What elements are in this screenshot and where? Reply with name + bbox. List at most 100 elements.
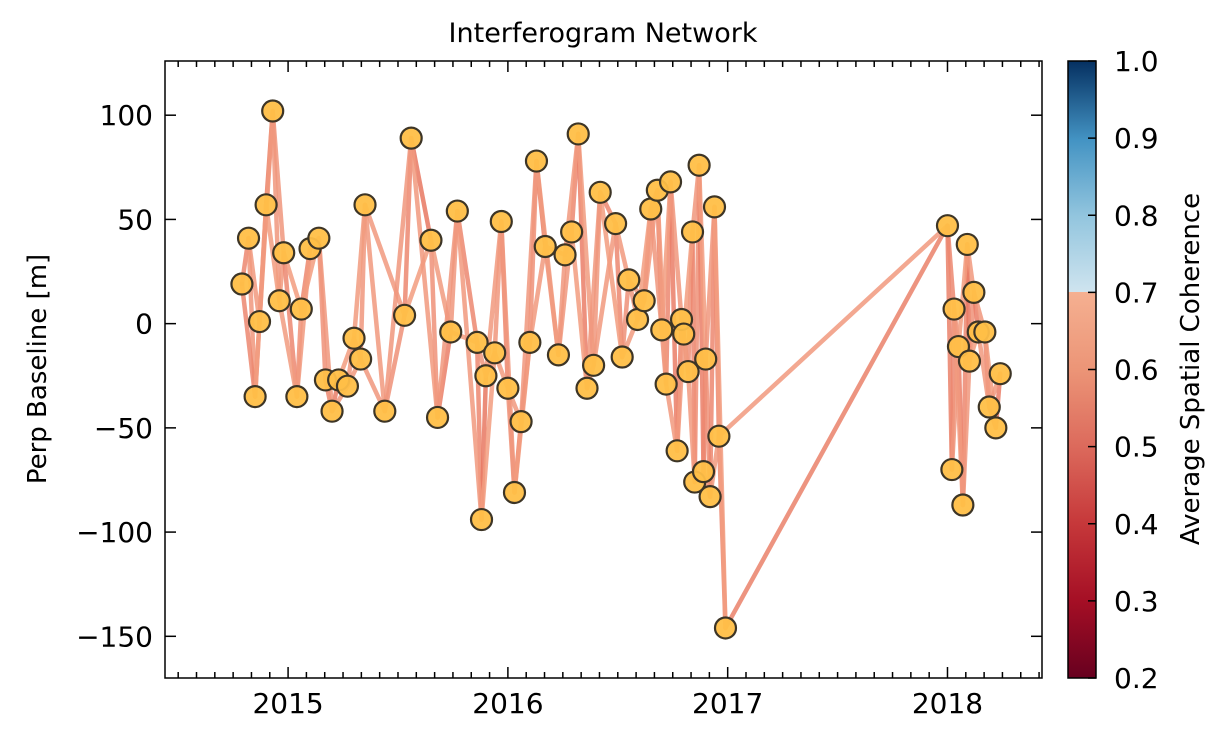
acquisition-point [566, 122, 590, 146]
colorbar-tick-label: 0.5 [1114, 431, 1159, 464]
pair-line [591, 221, 618, 368]
acquisition-point [546, 343, 571, 367]
pair-line [239, 281, 258, 399]
y-tick-label: 0 [135, 308, 153, 341]
colorbar-tick-label: 0.8 [1114, 199, 1159, 232]
y-tick-label: 100 [100, 99, 153, 132]
acquisition-point [474, 364, 498, 388]
acquisition-point [533, 234, 557, 259]
pair-line [945, 223, 957, 312]
pair-line [277, 298, 300, 399]
acquisition-point [940, 457, 964, 482]
acquisition-point [575, 376, 599, 400]
colorbar-tick-label: 0.2 [1114, 662, 1159, 695]
pair-line [455, 208, 484, 522]
acquisition-point [955, 232, 979, 257]
acquisition-point [289, 297, 313, 321]
pair-line [435, 208, 460, 420]
colorbar-high-segment [1068, 61, 1096, 292]
pair-line [270, 108, 286, 256]
acquisition-point [680, 220, 705, 244]
pair-line [696, 162, 708, 362]
acquisition-points [230, 99, 1012, 640]
acquisition-point [617, 268, 641, 292]
pair-line [362, 202, 388, 414]
pair-line [712, 204, 728, 631]
acquisition-point [335, 374, 360, 398]
acquisition-point [632, 289, 656, 313]
plot-frame [164, 60, 1043, 679]
acquisition-point [307, 226, 331, 250]
acquisition-point [247, 309, 272, 334]
colorbar-tick-label: 0.7 [1114, 276, 1159, 309]
pair-line [527, 244, 548, 345]
acquisition-point [553, 243, 577, 267]
acquisition-point [399, 126, 423, 150]
axis-ticks [165, 61, 1042, 678]
pair-line [674, 331, 686, 454]
acquisition-point [676, 359, 700, 384]
acquisition-point [425, 405, 450, 430]
colorbar-low-segment [1068, 292, 1096, 678]
acquisition-point [524, 149, 549, 173]
y-tick-label: −150 [76, 620, 153, 653]
acquisition-point [977, 395, 1001, 419]
x-tick-label: 2015 [252, 687, 323, 720]
pair-line [597, 190, 625, 360]
acquisition-point [962, 280, 986, 304]
acquisition-point [465, 330, 489, 355]
acquisition-point [445, 199, 469, 223]
acquisition-point [694, 347, 718, 371]
acquisition-point [588, 180, 612, 204]
pair-line [685, 369, 697, 485]
y-tick-label: −100 [76, 516, 153, 549]
pair-line [351, 202, 368, 341]
pair-line [976, 329, 992, 410]
acquisition-point [654, 372, 678, 396]
acquisition-point [518, 330, 542, 355]
pair-line [648, 206, 664, 333]
acquisition-point [582, 353, 606, 377]
acquisition-point [349, 347, 373, 371]
acquisition-point [502, 480, 527, 505]
pair-line [619, 277, 632, 360]
pair-line [668, 179, 684, 322]
acquisition-point [713, 616, 738, 640]
pair-line [402, 238, 434, 318]
acquisition-point [439, 320, 463, 344]
x-tick-label: 2017 [692, 687, 763, 720]
acquisition-point [392, 303, 417, 327]
acquisition-point [419, 228, 443, 252]
pair-line [716, 223, 950, 439]
acquisition-point [935, 214, 960, 238]
acquisition-point [702, 195, 727, 219]
acquisition-point [658, 170, 683, 194]
x-tick-label: 2016 [472, 687, 543, 720]
chart-title: Interferogram Network [449, 18, 758, 49]
pair-line [659, 179, 673, 333]
pair-line [960, 358, 972, 508]
pair-line [534, 158, 561, 358]
acquisition-point [489, 209, 513, 234]
acquisition-point [984, 416, 1008, 440]
acquisition-point [353, 193, 377, 217]
acquisition-point [285, 384, 309, 409]
y-tick-label: 50 [117, 203, 153, 236]
colorbar-tick-label: 0.9 [1114, 122, 1159, 155]
acquisition-point [243, 384, 267, 409]
colorbar-ticks: 1.0 0.9 0.8 0.7 0.6 0.5 0.4 0.3 0.2 [1088, 45, 1159, 695]
colorbar-tick-label: 0.3 [1114, 585, 1159, 618]
colorbar-title: Average Spatial Coherence [1176, 193, 1206, 545]
pair-line [655, 187, 669, 387]
acquisition-point [267, 289, 291, 313]
acquisition-point [650, 318, 674, 342]
colorbar-tick-label: 0.4 [1114, 508, 1159, 541]
acquisition-point [707, 424, 731, 448]
acquisition-point [373, 399, 397, 423]
acquisition-point [603, 211, 628, 236]
acquisition-point [261, 99, 285, 123]
x-tick-label: 2018 [912, 687, 983, 720]
acquisition-point [942, 297, 966, 321]
acquisition-point [230, 272, 254, 296]
